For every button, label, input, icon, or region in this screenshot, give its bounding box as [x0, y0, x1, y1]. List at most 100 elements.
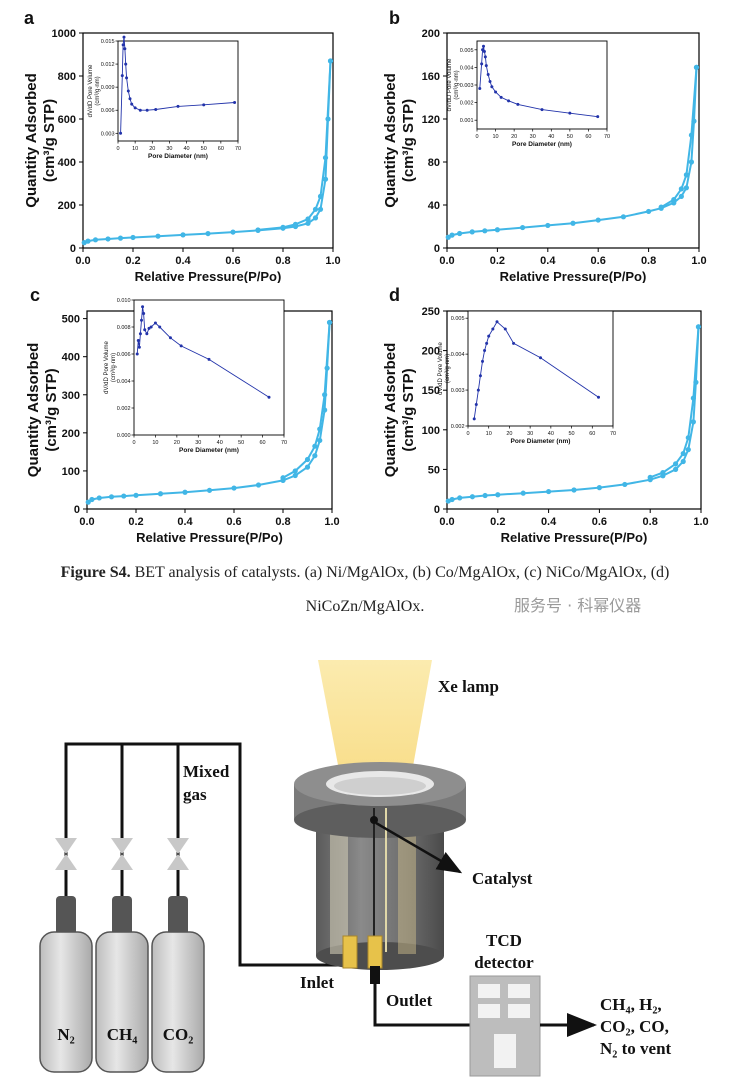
inset-y-tick-label: 0.003 [460, 83, 474, 89]
inset-x-axis-label: Pore Diameter (nm) [512, 141, 572, 148]
inset-y-axis-unit: (cm³/g·nm) [111, 353, 117, 382]
pore-distribution-point [138, 332, 142, 336]
adsorption-point [683, 185, 689, 191]
plot-frame [82, 32, 334, 249]
bet-panel-d: 0.0 0.2 0.4 0.6 0.8 1.0 0 50 100 150 200 250 Relativ… [365, 283, 730, 553]
desorption-point [304, 456, 311, 463]
x-tick-label: 0.6 [591, 255, 606, 267]
bet-chart-d: 0.0 0.2 0.4 0.6 0.8 1.0050100150200250Relativ… [382, 285, 709, 545]
adsorption-point [206, 487, 213, 493]
pore-distribution-point [130, 102, 134, 106]
inset-y-tick-label: 0.002 [451, 424, 465, 430]
inset-y-tick-label: 0.003 [451, 388, 465, 394]
inset-x-axis-label: Pore Diameter (nm) [179, 447, 239, 454]
x-tick-label: 0.8 [643, 516, 658, 528]
catalyst-arrow [375, 821, 463, 874]
pore-distribution-point [476, 388, 480, 392]
y-axis-label: Quantity Adsorbed [25, 343, 42, 477]
adsorption-point [570, 220, 576, 226]
inset-x-tick-label: 40 [548, 431, 554, 437]
pore-distribution-point [119, 131, 123, 135]
pore-distribution-point [123, 47, 127, 51]
x-tick-label: 0.8 [641, 255, 656, 267]
adsorption-point [457, 495, 463, 501]
adsorption-point [545, 222, 551, 229]
cylinder-n2 [39, 896, 93, 1073]
adsorption-point [89, 496, 95, 503]
y-axis-label: Quantity Adsorbed [382, 343, 399, 477]
y-tick-label: 400 [58, 157, 76, 169]
adsorption-point [546, 488, 552, 495]
adsorption-point [571, 487, 577, 493]
adsorption-point [312, 453, 318, 459]
desorption-line [257, 60, 332, 231]
vent-label-2: CO₂, CO, [600, 1017, 669, 1036]
y-tick-label: 400 [62, 352, 80, 364]
pore-distribution-point [484, 64, 488, 68]
pore-distribution-point [480, 62, 484, 66]
x-tick-label: 0.4 [175, 255, 191, 267]
adsorption-point [133, 492, 139, 498]
valve-co2 [167, 838, 189, 870]
outlet-label: Outlet [386, 991, 433, 1010]
x-tick-label: 0.2 [128, 516, 143, 528]
pore-distribution-point [478, 87, 482, 91]
pore-distribution-point [154, 107, 158, 111]
inset-y-axis-label: dV/dD Pore Volume [104, 340, 110, 393]
pore-distribution-point [145, 332, 149, 336]
pore-distribution-point [267, 395, 271, 399]
bet-chart-c: 0.0 0.2 0.4 0.6 0.8 1.00100200300400500Relati… [25, 285, 340, 545]
inset-y-tick-label: 0.004 [117, 379, 131, 385]
desorption-point [673, 461, 679, 467]
outlet-line [373, 984, 470, 1027]
x-tick-label: 1.0 [324, 516, 339, 528]
y-tick-label: 300 [62, 390, 80, 402]
inset-x-tick-label: 70 [610, 431, 616, 437]
pore-distribution-point [122, 35, 126, 39]
x-tick-label: 0.6 [226, 516, 241, 528]
y-tick-label: 50 [428, 464, 440, 476]
pore-distribution-point [120, 74, 124, 78]
cylinder-co2 [151, 896, 205, 1073]
inset-y-tick-label: 0.012 [101, 62, 115, 68]
pore-distribution-point [137, 345, 141, 349]
x-tick-label: 1.0 [325, 255, 340, 267]
inset-y-axis-label: dV/dD Pore Volume [88, 64, 94, 117]
x-tick-label: 0.4 [541, 516, 557, 528]
inset-x-tick-label: 20 [506, 431, 512, 437]
pore-distribution-point [483, 349, 487, 353]
inset-y-tick-label: 0.005 [451, 316, 465, 322]
inset-x-tick-label: 60 [260, 440, 266, 446]
pore-distribution-point [138, 108, 142, 112]
adsorption-point [595, 217, 601, 223]
inset-y-tick-label: 0.000 [117, 433, 131, 439]
x-axis-label: Relative Pressure(P/Po) [501, 530, 648, 545]
outlet-fitting [367, 935, 383, 984]
desorption-point [280, 224, 286, 230]
pore-distribution-point [153, 321, 157, 325]
inset-frame [476, 40, 608, 130]
adsorption-point [469, 494, 475, 500]
x-tick-label: 0.2 [490, 516, 505, 528]
adsorption-point [105, 236, 111, 242]
adsorption-point [482, 492, 488, 499]
pore-distribution-point [143, 328, 147, 332]
desorption-point [292, 468, 298, 474]
adsorption-point [155, 233, 161, 239]
y-tick-label: 250 [422, 306, 440, 318]
tcd-label-1: TCD [486, 931, 522, 950]
inset-x-tick-label: 60 [218, 146, 224, 152]
x-axis-label: Relative Pressure(P/Po) [500, 269, 647, 283]
adsorption-point [117, 235, 124, 241]
inset-y-tick-label: 0.009 [101, 85, 115, 91]
panel-label: a [24, 8, 35, 28]
y-tick-label: 0 [434, 504, 440, 516]
adsorption-point [180, 232, 186, 238]
y-tick-label: 0 [70, 243, 76, 255]
pore-distribution-point [540, 108, 544, 112]
inset-x-tick-label: 0 [475, 134, 478, 140]
adsorption-point [494, 227, 500, 233]
pore-distribution-point [126, 89, 130, 93]
figure-caption-text: BET analysis of catalysts. (a) Ni/MgAlOx… [130, 564, 670, 581]
desorption-line [649, 326, 700, 479]
